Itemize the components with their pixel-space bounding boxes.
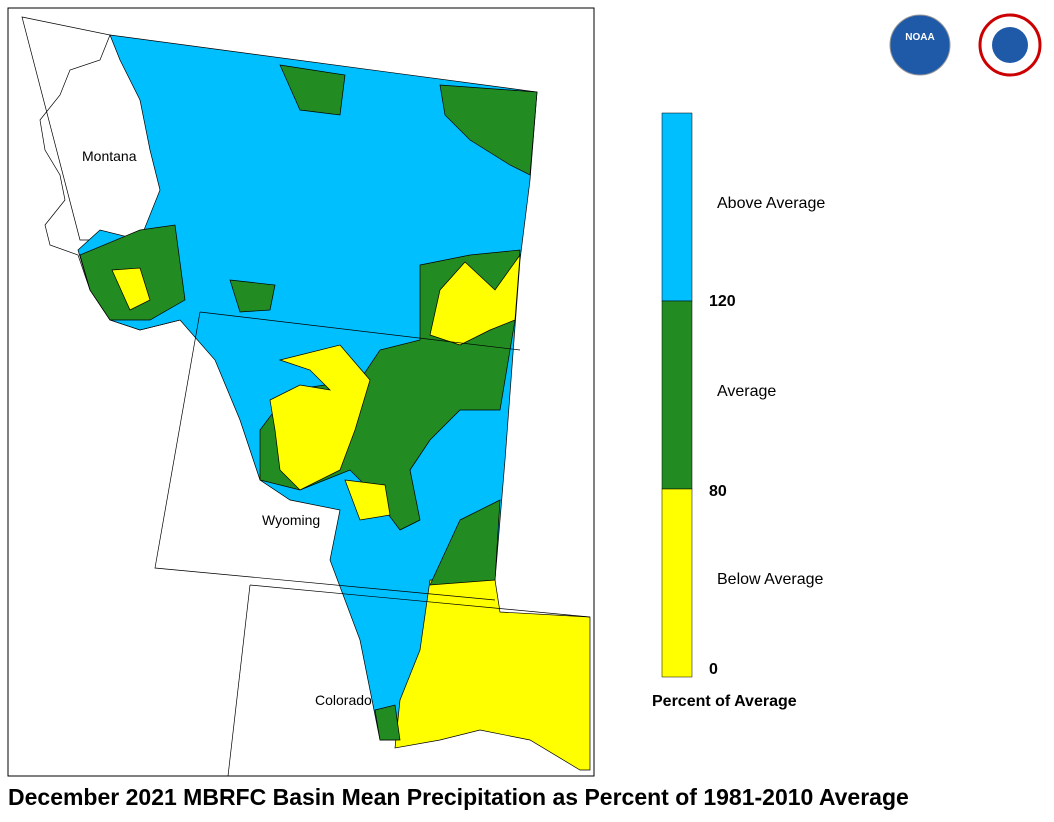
basin-average bbox=[279, 64, 346, 116]
state-label: Colorado bbox=[315, 692, 372, 708]
legend-swatch bbox=[661, 300, 693, 490]
legend: Above Average Average Below Average 120 80 0 P… bbox=[652, 112, 825, 710]
map bbox=[21, 16, 591, 777]
legend-break: 0 bbox=[709, 661, 718, 678]
basin-below bbox=[269, 344, 371, 491]
basin-below bbox=[394, 579, 591, 771]
state-label: Wyoming bbox=[262, 512, 320, 528]
legend-label: Average bbox=[717, 383, 776, 400]
nws-logo-center bbox=[992, 27, 1028, 63]
basin-below bbox=[111, 267, 151, 311]
basin-below bbox=[429, 253, 521, 346]
colorado-border bbox=[227, 584, 251, 777]
legend-break: 120 bbox=[709, 293, 736, 310]
wyoming-border bbox=[199, 311, 521, 351]
legend-label: Above Average bbox=[717, 195, 825, 212]
basin-average bbox=[429, 499, 501, 586]
legend-swatch bbox=[661, 112, 693, 302]
legend-label: Below Average bbox=[717, 571, 824, 588]
basin-average bbox=[374, 704, 401, 741]
logos: NOAA bbox=[889, 13, 1042, 77]
noaa-logo bbox=[889, 14, 951, 76]
legend-swatch bbox=[661, 488, 693, 678]
colorado-border bbox=[249, 584, 591, 618]
state-label: Montana bbox=[82, 148, 137, 164]
legend-title: Percent of Average bbox=[652, 693, 797, 710]
basin-below bbox=[344, 479, 391, 521]
wyoming-border bbox=[154, 311, 496, 601]
logo-text: NOAA bbox=[905, 32, 934, 43]
basin-average bbox=[229, 279, 276, 313]
page-title: December 2021 MBRFC Basin Mean Precipita… bbox=[8, 784, 909, 810]
basin-average bbox=[439, 84, 538, 176]
legend-break: 80 bbox=[709, 483, 727, 500]
